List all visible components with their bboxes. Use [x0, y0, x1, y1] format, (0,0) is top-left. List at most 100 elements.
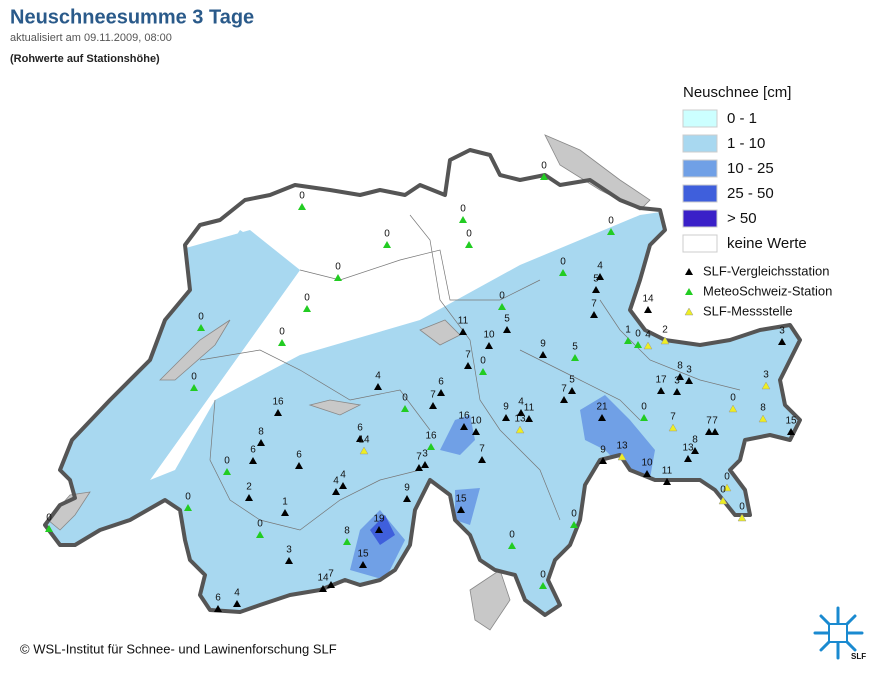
- station-marker: [403, 495, 411, 502]
- station-value: 0: [730, 393, 736, 404]
- station-marker: [515, 425, 525, 434]
- station-marker: [190, 384, 198, 391]
- station-value: 0: [402, 393, 408, 404]
- station-marker: [303, 305, 311, 312]
- station-marker: [479, 368, 487, 375]
- station-marker: [437, 389, 445, 396]
- station-value: 13: [682, 443, 694, 454]
- station-value: 16: [458, 411, 470, 422]
- station-value: 3: [674, 376, 680, 387]
- station-marker: [356, 435, 364, 442]
- station-marker: [214, 605, 222, 612]
- station-value: 0: [480, 356, 486, 367]
- station-marker: [278, 339, 286, 346]
- legend-station-label: SLF-Vergleichsstation: [703, 263, 829, 278]
- station-marker: [657, 387, 665, 394]
- station-value: 21: [596, 402, 608, 413]
- region-no-data: [45, 150, 800, 480]
- station-value: 3: [286, 545, 292, 556]
- station-marker: [634, 341, 642, 348]
- station-value: 7: [479, 444, 485, 455]
- station-value: 0: [541, 161, 547, 172]
- country-border: [43, 148, 802, 617]
- station-marker: [539, 351, 547, 358]
- station-marker: [256, 531, 264, 538]
- station-marker: [571, 354, 579, 361]
- station-marker: [298, 203, 306, 210]
- legend: 0 - 1 1 - 10 10 - 25 25 - 50 > 50 keine Werte…: [682, 109, 832, 318]
- station-marker: [722, 483, 732, 492]
- region-10-25: [455, 488, 480, 525]
- station-marker: [607, 228, 615, 235]
- station-marker: [590, 311, 598, 318]
- station-value: 4: [333, 476, 339, 487]
- station-marker: [374, 383, 382, 390]
- station-marker: [223, 468, 231, 475]
- station-value: 14: [642, 294, 654, 305]
- title: Neuschneesumme 3 Tage: [10, 6, 254, 28]
- station-marker: [334, 274, 342, 281]
- station-value: 11: [458, 316, 469, 327]
- station-value: 0: [46, 513, 52, 524]
- station-marker: [676, 373, 684, 380]
- station-marker: [663, 478, 671, 485]
- station-marker: [257, 439, 265, 446]
- station-value: 0: [304, 293, 310, 304]
- lakes: [47, 134, 651, 631]
- legend-swatch: [682, 159, 718, 178]
- station-value: 4: [375, 371, 381, 382]
- station-value: 16: [272, 397, 284, 408]
- legend-swatch: [682, 134, 718, 153]
- logo: [813, 606, 864, 660]
- legend-station-label: SLF-Messstelle: [703, 303, 793, 318]
- station-value: 0: [724, 472, 730, 483]
- legend-label: 25 - 50: [727, 185, 774, 202]
- station-value: 0: [299, 191, 305, 202]
- station-value: 0: [185, 492, 191, 503]
- station-marker: [245, 494, 253, 501]
- station-value: 3: [422, 449, 428, 460]
- station-marker: [570, 521, 578, 528]
- station-value: 0: [608, 216, 614, 227]
- station-value: 0: [198, 312, 204, 323]
- station-value: 3: [763, 370, 769, 381]
- station-marker: [691, 447, 699, 454]
- legend-label: keine Werte: [727, 235, 807, 252]
- station-marker: [285, 557, 293, 564]
- copyright: © WSL-Institut für Schnee- und Lawinenfo…: [20, 641, 337, 656]
- station-value: 7: [328, 569, 334, 580]
- station-value: 9: [404, 483, 410, 494]
- station-value: 0: [509, 530, 515, 541]
- station-value: 7: [712, 416, 718, 427]
- station-marker: [596, 273, 604, 280]
- station-value: 13: [514, 414, 526, 425]
- station-value: 14: [358, 435, 370, 446]
- station-marker: [711, 428, 719, 435]
- station-marker: [599, 457, 607, 464]
- station-value: 0: [466, 229, 472, 240]
- station-value: 4: [645, 330, 651, 341]
- station-marker: [503, 326, 511, 333]
- station-marker: [359, 561, 367, 568]
- station-marker: [624, 337, 632, 344]
- legend-label: 1 - 10: [727, 135, 765, 152]
- station-marker: [684, 455, 692, 462]
- station-value: 4: [340, 470, 346, 481]
- station-marker: [673, 388, 681, 395]
- station-value: 7: [706, 416, 712, 427]
- legend-swatch: [682, 209, 718, 228]
- station-value: 0: [335, 262, 341, 273]
- station-marker: [525, 415, 533, 422]
- station-marker: [332, 488, 340, 495]
- station-marker: [375, 526, 383, 533]
- station-value: 0: [257, 519, 263, 530]
- station-value: 1: [282, 497, 288, 508]
- station-marker: [644, 306, 652, 313]
- station-value: 0: [384, 229, 390, 240]
- station-value: 0: [560, 257, 566, 268]
- station-value: 9: [540, 339, 546, 350]
- station-value: 6: [215, 593, 221, 604]
- station-value: 0: [540, 570, 546, 581]
- station-value: 5: [593, 274, 599, 285]
- legend-label: 10 - 25: [727, 160, 774, 177]
